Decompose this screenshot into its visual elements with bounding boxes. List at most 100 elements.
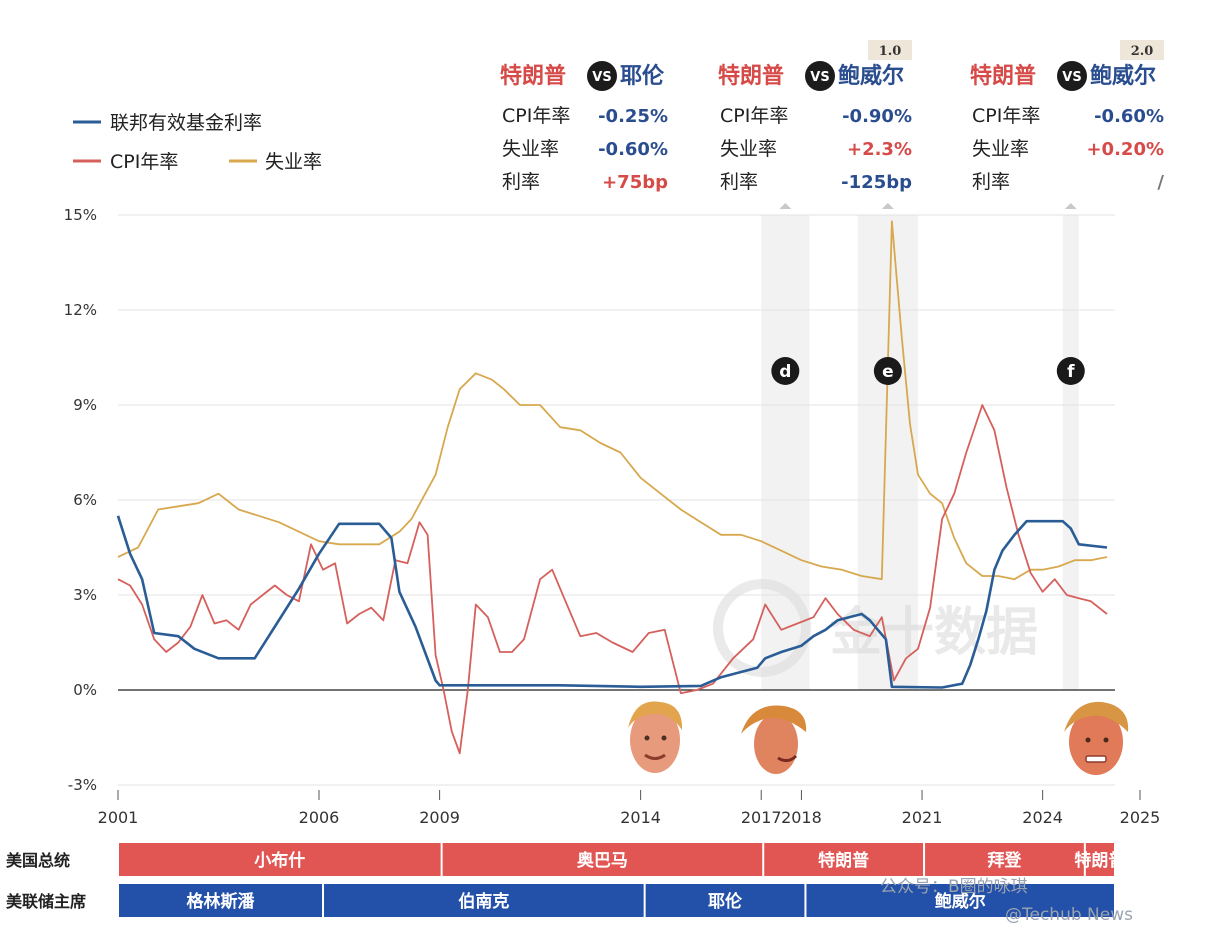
x-tick-label: 2001 xyxy=(98,808,139,827)
vs-label: VS xyxy=(592,70,611,85)
x-tick-label: 2021 xyxy=(902,808,943,827)
president-bar-label: 奥巴马 xyxy=(577,850,628,871)
panel-right-name: 鲍威尔 xyxy=(1090,63,1156,89)
legend-unemp-label: 失业率 xyxy=(265,151,322,173)
series-line-cpi xyxy=(117,404,1108,755)
period-pointer-icon xyxy=(881,203,894,209)
chair-bar-label: 格林斯潘 xyxy=(187,891,256,912)
panel-row-label: CPI年率 xyxy=(502,105,570,127)
period-markers: d e f xyxy=(771,203,1085,385)
panel-right-name: 鲍威尔 xyxy=(838,63,904,89)
series-lines xyxy=(116,220,1108,755)
period-band-f xyxy=(1062,215,1079,690)
period-marker-label: e xyxy=(882,362,894,382)
period-marker-e xyxy=(873,357,902,385)
y-axis: 15% 12% 9% 6% 3% 0% -3% xyxy=(64,206,97,794)
chair-bar xyxy=(324,884,644,917)
y-tick-label: 9% xyxy=(73,396,97,414)
period-marker-label: d xyxy=(779,362,791,382)
president-bar xyxy=(764,843,924,876)
panel-row-label: 利率 xyxy=(720,171,758,193)
panel-row-value: -0.60% xyxy=(1094,106,1164,127)
version-badge-text: 1.0 xyxy=(879,44,902,59)
period-pointer-icon xyxy=(1064,203,1077,209)
panel-row-value: / xyxy=(1157,172,1164,193)
x-tick-label: 2009 xyxy=(419,808,460,827)
panel-row-value: -0.60% xyxy=(598,139,668,160)
panel-row-label: 利率 xyxy=(502,171,540,193)
legend-cpi-label: CPI年率 xyxy=(110,151,178,173)
row-label-president: 美国总统 xyxy=(6,851,70,870)
chair-bar-label: 伯南克 xyxy=(458,891,509,912)
panel-row-value: -125bp xyxy=(841,172,912,193)
panel-row-label: 失业率 xyxy=(720,138,777,160)
x-tick-label: 2024 xyxy=(1022,808,1063,827)
y-tick-label: 6% xyxy=(73,491,97,509)
credit-techub: @Techub News xyxy=(1005,905,1133,925)
president-bar xyxy=(1085,843,1114,876)
version-badge xyxy=(868,40,912,60)
panel-row-label: 利率 xyxy=(972,171,1010,193)
chair-bar-label: 鲍威尔 xyxy=(935,891,986,912)
panel-row-value: -0.90% xyxy=(842,106,912,127)
y-tick-label: 15% xyxy=(64,206,97,224)
version-badge-text: 2.0 xyxy=(1131,44,1154,59)
panel-left-name: 特朗普 xyxy=(500,63,566,89)
panel-row-value: -0.25% xyxy=(598,106,668,127)
president-bar xyxy=(442,843,763,876)
period-marker-label: f xyxy=(1067,362,1075,382)
vs-label: VS xyxy=(1062,70,1081,85)
x-tick-label: 2018 xyxy=(781,808,822,827)
chair-bar xyxy=(806,884,1114,917)
panel-left-name: 特朗普 xyxy=(718,63,784,89)
x-tick-label: 2014 xyxy=(620,808,661,827)
panel-row-label: 失业率 xyxy=(972,138,1029,160)
chair-bar xyxy=(119,884,323,917)
legend: 联邦有效基金利率 CPI年率 失业率 xyxy=(73,112,322,173)
panel-row-value: +0.20% xyxy=(1086,139,1164,160)
period-marker-f xyxy=(1056,357,1085,385)
y-tick-label: 12% xyxy=(64,301,97,319)
x-tick-label: 2017 xyxy=(741,808,782,827)
panel-row-label: CPI年率 xyxy=(972,105,1040,127)
panel-3: 特朗普 VS 鲍威尔 2.0 CPI年率 -0.60% 失业率 +0.20% 利率 / xyxy=(970,40,1164,193)
y-tick-label: 3% xyxy=(73,586,97,604)
panel-row-value: +2.3% xyxy=(847,139,912,160)
chair-bar-label: 耶伦 xyxy=(708,891,743,912)
trump-face-2-icon xyxy=(741,705,807,774)
comparison-panels: 特朗普 VS 耶伦 CPI年率 -0.25% 失业率 -0.60% 利率 +75bp 特朗普 VS 鲍… xyxy=(500,40,1164,193)
chair-bar xyxy=(645,884,805,917)
trump-face-3-icon xyxy=(1064,701,1129,775)
period-marker-d xyxy=(771,357,800,385)
president-bar xyxy=(925,843,1084,876)
row-label-fed-chair: 美联储主席 xyxy=(6,892,86,911)
president-bar-label: 小布什 xyxy=(254,850,305,871)
president-bar-label: 特朗普 xyxy=(1074,850,1125,871)
panel-row-value: +75bp xyxy=(602,172,668,193)
vs-icon xyxy=(587,61,617,91)
x-axis: 2001 2006 2009 2014 2017 2018 2021 2024 2025 xyxy=(98,790,1161,827)
vs-label: VS xyxy=(810,70,829,85)
legend-fed-label: 联邦有效基金利率 xyxy=(110,112,262,134)
x-tick-label: 2025 xyxy=(1120,808,1161,827)
series-line-unemp xyxy=(117,220,1108,581)
panel-left-name: 特朗普 xyxy=(970,63,1036,89)
president-bar-label: 特朗普 xyxy=(818,850,869,871)
vs-icon xyxy=(1057,61,1087,91)
series-line-fed xyxy=(116,515,1108,689)
panel-right-name: 耶伦 xyxy=(620,63,665,89)
period-band-e xyxy=(857,215,919,690)
panel-row-label: 失业率 xyxy=(502,138,559,160)
panel-1: 特朗普 VS 耶伦 CPI年率 -0.25% 失业率 -0.60% 利率 +75bp xyxy=(500,61,668,193)
grid xyxy=(118,214,1115,786)
period-shading xyxy=(761,215,1079,690)
y-tick-label: 0% xyxy=(73,681,97,699)
version-badge xyxy=(1120,40,1164,60)
trump-face-1-icon xyxy=(628,701,683,773)
president-bar-label: 拜登 xyxy=(987,850,1022,871)
vs-icon xyxy=(805,61,835,91)
y-tick-label: -3% xyxy=(68,776,97,794)
period-pointer-icon xyxy=(779,203,792,209)
credit-wechat: 公众号：B圈的咏琪 xyxy=(880,877,1028,897)
